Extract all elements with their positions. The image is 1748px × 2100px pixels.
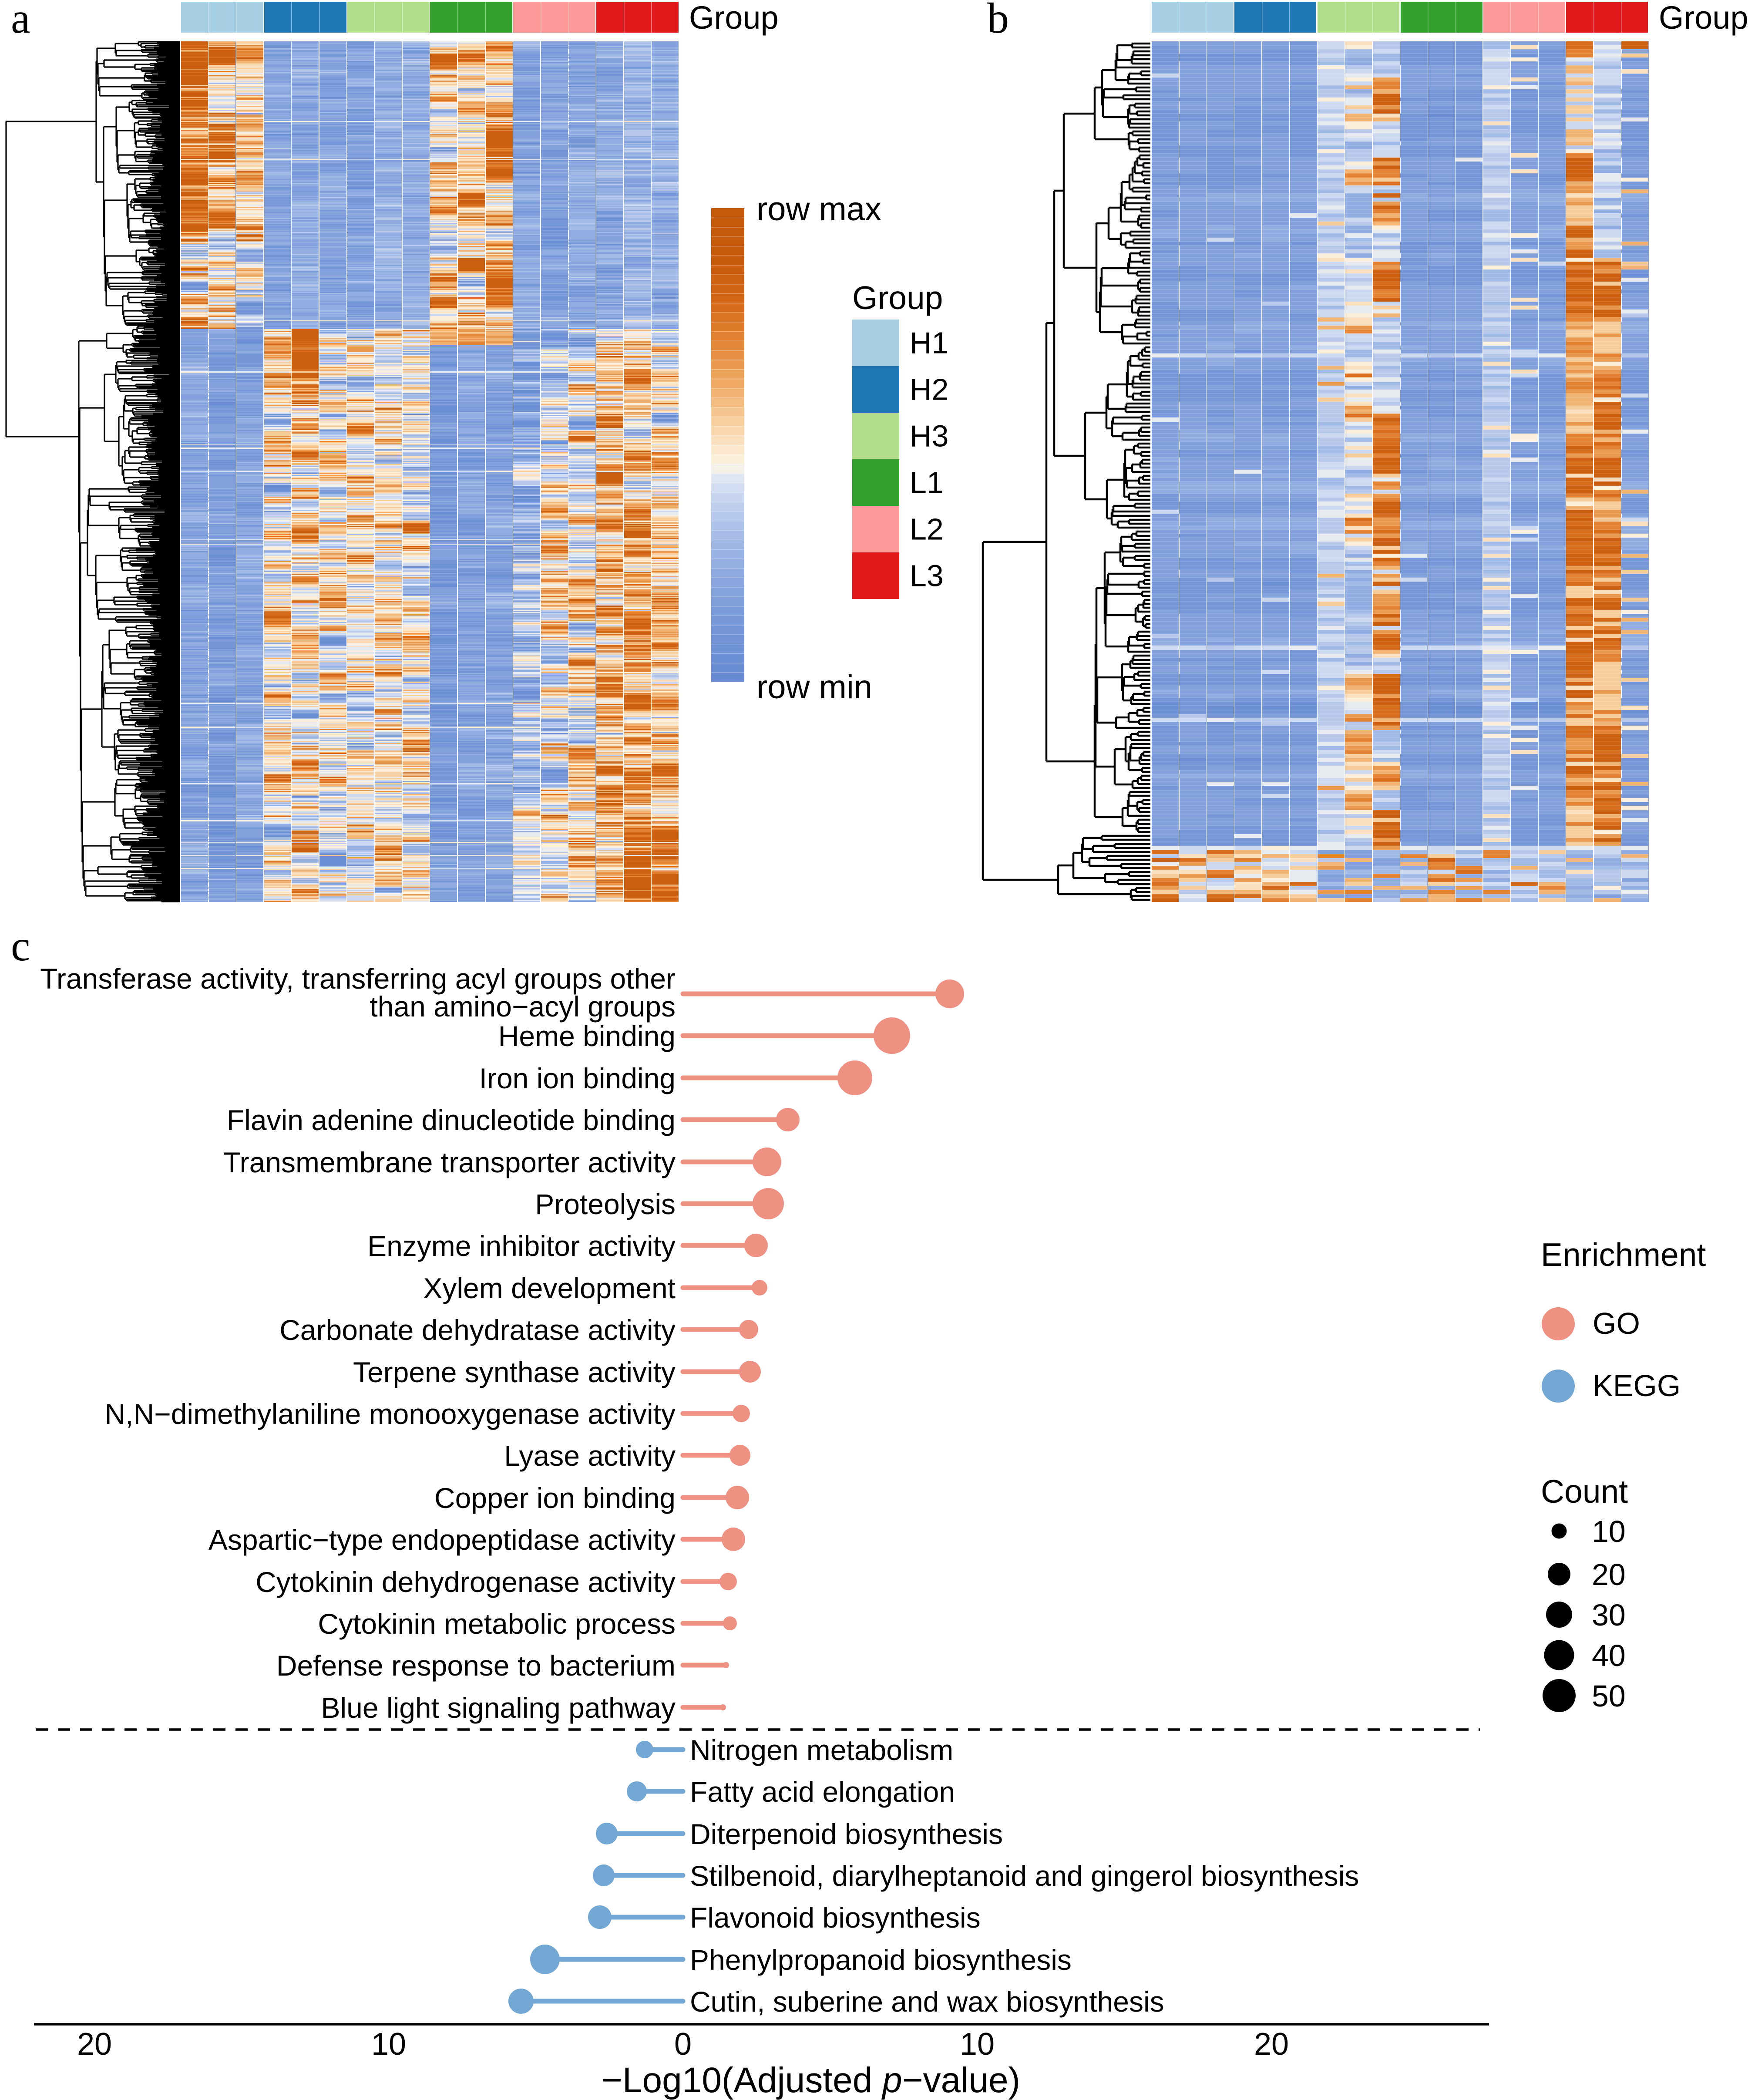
svg-text:Aspartic−type endopeptidase ac: Aspartic−type endopeptidase activity xyxy=(208,1524,676,1556)
svg-text:N,N−dimethylaniline monooxygen: N,N−dimethylaniline monooxygenase activi… xyxy=(105,1398,676,1430)
svg-text:10: 10 xyxy=(371,2027,406,2062)
svg-text:20: 20 xyxy=(1592,1558,1626,1592)
svg-text:Fatty acid elongation: Fatty acid elongation xyxy=(690,1776,955,1808)
svg-text:30: 30 xyxy=(1592,1598,1626,1632)
svg-text:Stilbenoid, diarylheptanoid an: Stilbenoid, diarylheptanoid and gingerol… xyxy=(690,1860,1359,1892)
svg-text:Transferase activity, transfer: Transferase activity, transferring acyl … xyxy=(40,962,676,995)
svg-text:Enzyme inhibitor activity: Enzyme inhibitor activity xyxy=(367,1230,676,1262)
svg-text:Terpene synthase activity: Terpene synthase activity xyxy=(353,1356,676,1388)
svg-text:KEGG: KEGG xyxy=(1593,1369,1681,1403)
svg-text:b: b xyxy=(987,0,1009,42)
svg-text:Defense response to bacterium: Defense response to bacterium xyxy=(276,1649,676,1682)
svg-text:Blue light signaling pathway: Blue light signaling pathway xyxy=(321,1692,676,1724)
svg-text:row max: row max xyxy=(756,191,881,228)
svg-text:Group: Group xyxy=(689,0,779,36)
svg-text:Xylem development: Xylem development xyxy=(423,1272,676,1304)
svg-text:Group: Group xyxy=(1659,0,1748,36)
svg-text:40: 40 xyxy=(1592,1639,1626,1673)
svg-text:Copper ion binding: Copper ion binding xyxy=(434,1482,676,1514)
svg-text:Proteolysis: Proteolysis xyxy=(535,1188,676,1220)
svg-text:Cytokinin metabolic process: Cytokinin metabolic process xyxy=(318,1608,676,1640)
svg-text:Lyase activity: Lyase activity xyxy=(504,1440,676,1472)
svg-text:Diterpenoid biosynthesis: Diterpenoid biosynthesis xyxy=(690,1818,1003,1850)
svg-text:10: 10 xyxy=(960,2027,995,2062)
svg-text:Heme binding: Heme binding xyxy=(498,1020,676,1052)
svg-text:Count: Count xyxy=(1541,1473,1628,1510)
svg-text:H2: H2 xyxy=(910,373,948,407)
svg-text:Transmembrane transporter acti: Transmembrane transporter activity xyxy=(223,1146,676,1178)
svg-text:a: a xyxy=(11,0,30,42)
svg-text:than amino−acyl groups: than amino−acyl groups xyxy=(370,990,676,1023)
svg-text:Iron ion binding: Iron ion binding xyxy=(479,1062,676,1094)
svg-text:Flavonoid biosynthesis: Flavonoid biosynthesis xyxy=(690,1901,981,1934)
svg-text:Flavin adenine dinucleotide bi: Flavin adenine dinucleotide binding xyxy=(227,1104,676,1136)
svg-text:Phenylpropanoid biosynthesis: Phenylpropanoid biosynthesis xyxy=(690,1944,1072,1976)
svg-text:H3: H3 xyxy=(910,419,948,453)
svg-text:50: 50 xyxy=(1592,1679,1626,1713)
svg-text:−Log10(Adjusted p−value): −Log10(Adjusted p−value) xyxy=(602,2060,1020,2100)
svg-text:Carbonate dehydratase activity: Carbonate dehydratase activity xyxy=(279,1314,676,1346)
svg-text:Cutin, suberine and wax biosyn: Cutin, suberine and wax biosynthesis xyxy=(690,1986,1164,2018)
svg-text:10: 10 xyxy=(1592,1514,1626,1548)
svg-text:0: 0 xyxy=(674,2027,692,2062)
svg-text:L1: L1 xyxy=(910,466,944,500)
svg-text:Nitrogen metabolism: Nitrogen metabolism xyxy=(690,1734,953,1766)
svg-text:H1: H1 xyxy=(910,326,948,360)
svg-text:Enrichment: Enrichment xyxy=(1541,1236,1706,1273)
svg-text:20: 20 xyxy=(1254,2027,1289,2062)
svg-text:20: 20 xyxy=(77,2027,112,2062)
svg-text:L3: L3 xyxy=(910,559,944,593)
svg-text:GO: GO xyxy=(1593,1306,1640,1340)
svg-text:Cytokinin dehydrogenase activi: Cytokinin dehydrogenase activity xyxy=(255,1566,676,1598)
svg-text:L2: L2 xyxy=(910,512,944,546)
svg-text:Group: Group xyxy=(852,279,943,316)
svg-text:row min: row min xyxy=(756,669,872,706)
svg-text:c: c xyxy=(11,922,30,970)
